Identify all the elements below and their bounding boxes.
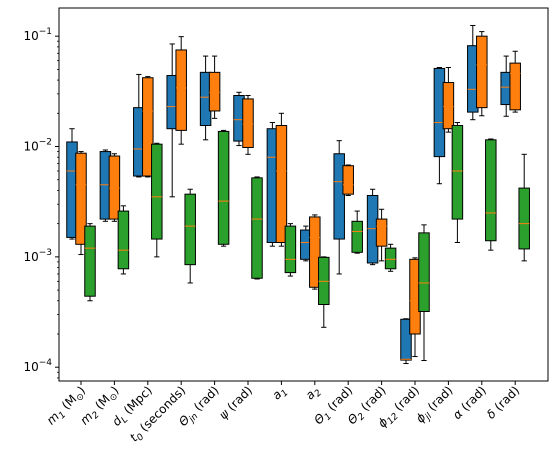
box-iqr bbox=[284, 225, 297, 274]
box-s1-c1 bbox=[108, 153, 121, 222]
box-s2-c1 bbox=[117, 205, 130, 275]
box-iqr bbox=[142, 77, 154, 177]
box-s1-c8 bbox=[342, 164, 354, 196]
box-iqr bbox=[451, 125, 464, 220]
box-iqr bbox=[485, 139, 497, 242]
box-s1-c6 bbox=[275, 112, 288, 247]
box-s2-c10 bbox=[418, 224, 430, 362]
box-iqr bbox=[217, 130, 230, 245]
plot-area-background bbox=[59, 8, 548, 381]
box-s1-c7 bbox=[309, 214, 321, 290]
box-iqr bbox=[75, 152, 87, 245]
box-iqr bbox=[375, 218, 388, 247]
box-layer bbox=[66, 24, 530, 365]
box-iqr bbox=[418, 232, 430, 312]
box-iqr bbox=[400, 318, 412, 361]
box-s2-c2 bbox=[151, 142, 163, 258]
box-s0-c8 bbox=[333, 140, 345, 275]
box-s1-c12 bbox=[476, 31, 488, 117]
box-s2-c11 bbox=[451, 122, 464, 243]
box-iqr bbox=[175, 49, 187, 131]
box-iqr bbox=[84, 225, 96, 297]
box-s2-c6 bbox=[284, 223, 297, 277]
box-iqr bbox=[275, 125, 288, 243]
y-axis: 10−4 10−3 10−2 10−1 bbox=[23, 27, 59, 379]
box-s1-c13 bbox=[509, 50, 521, 113]
box-iqr bbox=[242, 98, 254, 148]
box-s2-c7 bbox=[318, 256, 330, 328]
box-s2-c4 bbox=[217, 129, 230, 247]
box-s2-c8 bbox=[351, 210, 363, 254]
box-iqr bbox=[518, 187, 530, 250]
box-s0-c10 bbox=[400, 318, 412, 365]
box-iqr bbox=[184, 193, 196, 266]
box-iqr bbox=[509, 62, 521, 111]
box-s2-c3 bbox=[184, 188, 196, 284]
box-iqr bbox=[108, 155, 121, 220]
box-iqr bbox=[251, 177, 263, 279]
box-iqr bbox=[351, 220, 363, 253]
box-iqr bbox=[208, 71, 221, 112]
box-iqr bbox=[384, 247, 397, 270]
box-iqr bbox=[309, 216, 321, 288]
y-tick-label: 10−2 bbox=[23, 138, 52, 154]
y-tick-label: 10−4 bbox=[23, 358, 52, 374]
box-iqr bbox=[442, 82, 455, 130]
box-iqr bbox=[151, 143, 163, 240]
box-s2-c13 bbox=[518, 153, 530, 262]
y-tick-label: 10−3 bbox=[23, 248, 52, 264]
box-s2-c9 bbox=[384, 243, 397, 272]
box-iqr bbox=[342, 165, 354, 195]
plot-frame bbox=[58, 7, 549, 382]
box-iqr bbox=[333, 153, 345, 240]
box-s1-c3 bbox=[175, 36, 187, 145]
box-iqr bbox=[476, 35, 488, 109]
box-s1-c5 bbox=[242, 94, 254, 155]
box-s1-c9 bbox=[375, 208, 388, 262]
box-s1-c4 bbox=[208, 55, 221, 119]
y-tick-label: 10−1 bbox=[23, 27, 52, 43]
box-s1-c2 bbox=[142, 76, 154, 178]
box-s1-c11 bbox=[442, 67, 455, 133]
box-s2-c0 bbox=[84, 223, 96, 302]
box-s2-c5 bbox=[251, 176, 263, 280]
box-s1-c0 bbox=[75, 151, 87, 256]
box-iqr bbox=[117, 210, 130, 270]
box-s2-c12 bbox=[485, 138, 497, 251]
